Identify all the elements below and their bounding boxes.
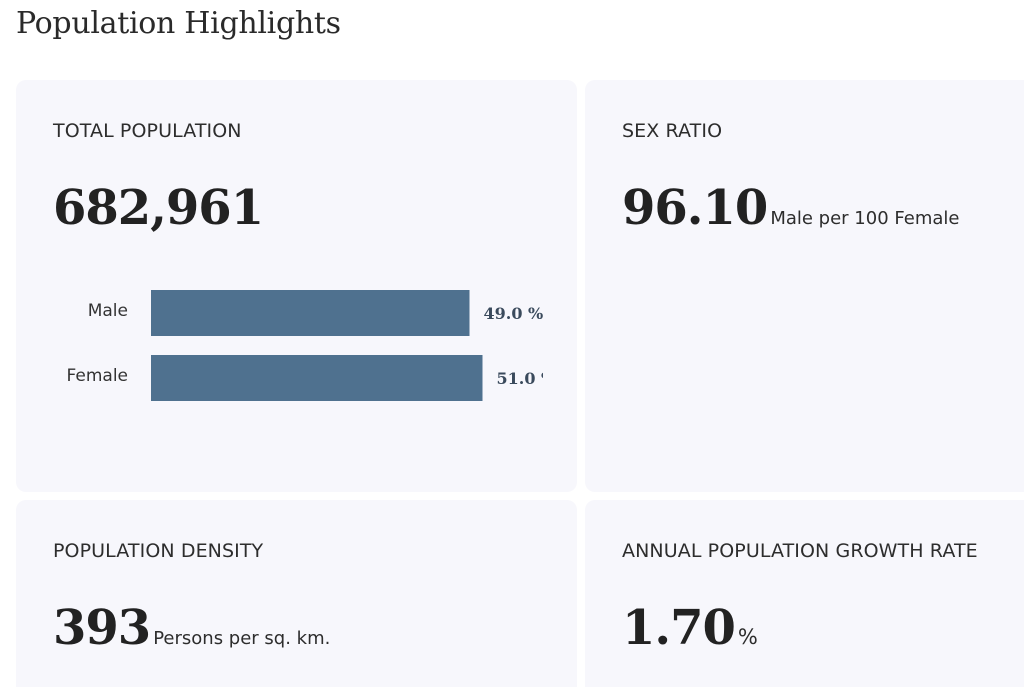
total-population-value: 682,961 (53, 180, 264, 236)
growth-rate-unit: % (737, 625, 758, 649)
bar-male (151, 290, 470, 336)
sex-ratio-value: 96.10 (622, 180, 768, 236)
sex-ratio-value-row: 96.10 Male per 100 Female (622, 180, 959, 236)
total-population-value-row: 682,961 (53, 180, 264, 236)
bar-category-label-female: Female (67, 366, 128, 386)
bar-value-label-female: 51.0 % (497, 369, 557, 388)
bar-category-label-male: Male (88, 301, 128, 321)
page-title: Population Highlights (16, 6, 341, 41)
sex-ratio-unit: Male per 100 Female (770, 208, 960, 229)
bar-value-label-male: 49.0 % (484, 304, 544, 323)
growth-rate-value: 1.70 (622, 600, 736, 656)
sex-distribution-bar-chart: Male 49.0 % Female 51.0 % (67, 290, 557, 401)
growth-rate-card: ANNUAL POPULATION GROWTH RATE 1.70% (585, 500, 1024, 687)
sex-ratio-label: SEX RATIO (622, 120, 723, 142)
growth-rate-label: ANNUAL POPULATION GROWTH RATE (622, 540, 978, 562)
population-density-value: 393 (53, 600, 151, 656)
growth-rate-value-row: 1.70% (622, 600, 758, 656)
population-density-label: POPULATION DENSITY (53, 540, 264, 562)
total-population-label: TOTAL POPULATION (53, 120, 242, 142)
sex-ratio-card: SEX RATIO 96.10 Male per 100 Female (585, 80, 1024, 492)
population-density-unit: Persons per sq. km. (153, 628, 331, 649)
bar-female (151, 355, 483, 401)
population-density-value-row: 393 Persons per sq. km. (53, 600, 330, 656)
population-density-card: POPULATION DENSITY 393 Persons per sq. km… (16, 500, 577, 687)
total-population-card: TOTAL POPULATION 682,961 Male 49.0 % Femal… (16, 80, 577, 492)
